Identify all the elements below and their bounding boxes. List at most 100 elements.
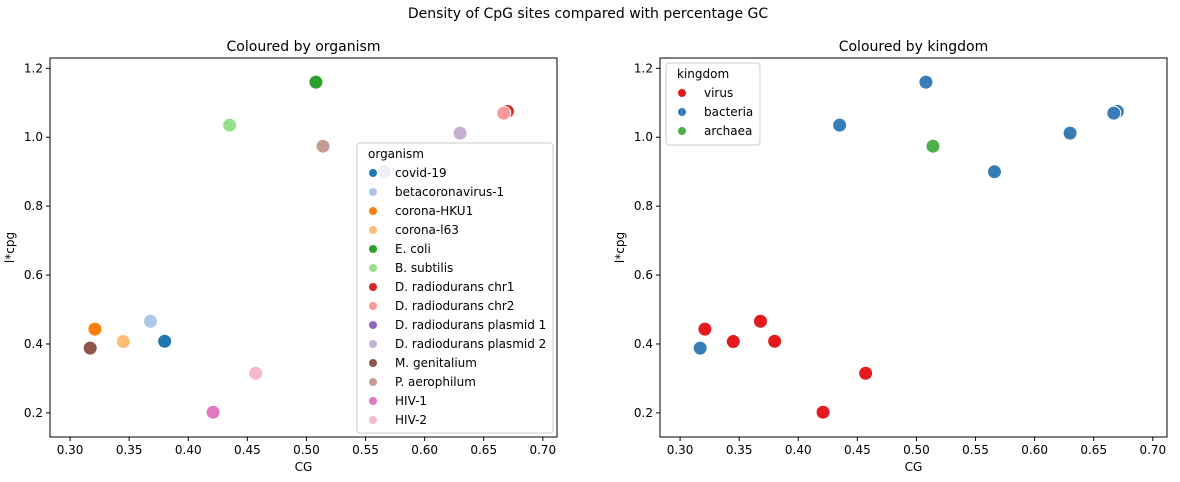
point-virus bbox=[725, 334, 741, 350]
y-axis-label: l*cpg bbox=[3, 232, 17, 263]
legend-marker-bacteria bbox=[678, 108, 686, 116]
panel-title: Coloured by organism bbox=[227, 39, 381, 55]
point-archaea bbox=[925, 138, 941, 154]
x-tick-label: 0.55 bbox=[962, 443, 989, 457]
y-tick-label: 1.2 bbox=[24, 61, 43, 75]
y-tick-label: 0.6 bbox=[24, 268, 43, 282]
legend-box bbox=[356, 142, 554, 434]
x-tick-label: 0.65 bbox=[470, 443, 497, 457]
point-bacteria bbox=[918, 74, 934, 90]
point-b-subtilis bbox=[222, 117, 238, 133]
point-p-aerophilum bbox=[315, 138, 331, 154]
legend-label: HIV-2 bbox=[395, 413, 427, 427]
point-bacteria bbox=[692, 340, 708, 356]
legend: kingdom virus bacteria archaea bbox=[665, 62, 761, 146]
x-tick-label: 0.30 bbox=[667, 443, 694, 457]
x-axis-label: CG bbox=[295, 460, 313, 474]
y-tick-label: 0.4 bbox=[24, 337, 43, 351]
point-corona-l63 bbox=[115, 334, 131, 350]
point-covid-19 bbox=[157, 333, 173, 349]
legend-marker-m-genitalium bbox=[369, 359, 377, 367]
x-tick-label: 0.35 bbox=[116, 443, 143, 457]
point-hiv-2 bbox=[248, 365, 264, 381]
point-corona-hku1 bbox=[87, 321, 103, 337]
x-tick-label: 0.50 bbox=[293, 443, 320, 457]
point-betacoronavirus-1 bbox=[142, 313, 158, 329]
legend-label: virus bbox=[704, 86, 733, 100]
x-tick-label: 0.45 bbox=[234, 443, 261, 457]
point-virus bbox=[767, 333, 783, 349]
legend-marker-covid-19 bbox=[369, 169, 377, 177]
y-tick-label: 0.6 bbox=[634, 268, 653, 282]
legend-marker-e-coli bbox=[369, 245, 377, 253]
x-tick-label: 0.30 bbox=[57, 443, 84, 457]
axes-frame bbox=[659, 57, 1168, 438]
y-tick-label: 0.2 bbox=[634, 406, 653, 420]
point-e-coli bbox=[308, 74, 324, 90]
legend-title: kingdom bbox=[677, 67, 729, 81]
point-hiv-1 bbox=[205, 404, 221, 420]
x-tick-label: 0.55 bbox=[352, 443, 379, 457]
legend-box bbox=[665, 62, 761, 146]
legend-marker-hiv-2 bbox=[369, 416, 377, 424]
legend-label: P. aerophilum bbox=[395, 375, 476, 389]
legend-marker-corona-l63 bbox=[369, 226, 377, 234]
legend-marker-corona-hku1 bbox=[369, 207, 377, 215]
x-tick-label: 0.40 bbox=[785, 443, 812, 457]
legend-title: organism bbox=[368, 147, 424, 161]
point-d-radiodurans-chr2 bbox=[496, 105, 512, 121]
x-tick-label: 0.60 bbox=[1021, 443, 1048, 457]
point-d-radiodurans-plasmid-2 bbox=[452, 125, 468, 141]
x-axis-label: CG bbox=[905, 460, 923, 474]
x-tick-label: 0.70 bbox=[529, 443, 556, 457]
panel-coloured-by-kingdom: Coloured by kingdom 0.30 0.35 0.40 0.45 0.50 0… bbox=[613, 39, 1168, 474]
legend-label: archaea bbox=[704, 124, 752, 138]
legend-label: HIV-1 bbox=[395, 394, 427, 408]
y-tick-label: 0.8 bbox=[24, 199, 43, 213]
x-tick-label: 0.35 bbox=[726, 443, 753, 457]
legend-marker-b-subtilis bbox=[369, 264, 377, 272]
legend-marker-archaea bbox=[678, 127, 686, 135]
legend-marker-betacoronavirus-1 bbox=[369, 188, 377, 196]
legend-label: B. subtilis bbox=[395, 261, 453, 275]
x-tick-label: 0.40 bbox=[175, 443, 202, 457]
panel-coloured-by-organism: Coloured by organism 0.30 0.35 0.40 0.45 0.50… bbox=[3, 39, 558, 474]
point-virus bbox=[697, 321, 713, 337]
legend-marker-d-radiodurans-plasmid-2 bbox=[369, 340, 377, 348]
legend-label: M. genitalium bbox=[395, 356, 477, 370]
point-bacteria bbox=[1106, 105, 1122, 121]
legend-marker-d-radiodurans-chr1 bbox=[369, 283, 377, 291]
point-virus bbox=[858, 365, 874, 381]
x-tick-label: 0.70 bbox=[1139, 443, 1166, 457]
legend-marker-p-aerophilum bbox=[369, 378, 377, 386]
y-tick-label: 0.2 bbox=[24, 406, 43, 420]
y-tick-label: 0.8 bbox=[634, 199, 653, 213]
y-axis-label: l*cpg bbox=[613, 232, 627, 263]
legend-marker-d-radiodurans-chr2 bbox=[369, 302, 377, 310]
point-virus bbox=[815, 404, 831, 420]
point-virus bbox=[752, 313, 768, 329]
legend-label: betacoronavirus-1 bbox=[395, 185, 504, 199]
legend-label: corona-HKU1 bbox=[395, 204, 473, 218]
point-m-genitalium bbox=[82, 340, 98, 356]
y-tick-label: 1.2 bbox=[634, 61, 653, 75]
x-tick-label: 0.65 bbox=[1080, 443, 1107, 457]
legend-label: corona-l63 bbox=[395, 223, 459, 237]
figure-suptitle: Density of CpG sites compared with perce… bbox=[408, 6, 769, 22]
legend-marker-d-radiodurans-plasmid-1 bbox=[369, 321, 377, 329]
point-bacteria bbox=[986, 164, 1002, 180]
x-tick-label: 0.45 bbox=[844, 443, 871, 457]
legend-label: covid-19 bbox=[395, 166, 447, 180]
x-tick-label: 0.60 bbox=[411, 443, 438, 457]
y-tick-label: 0.4 bbox=[634, 337, 653, 351]
legend-label: D. radiodurans chr1 bbox=[395, 280, 514, 294]
legend-marker-virus bbox=[678, 89, 686, 97]
y-tick-label: 1.0 bbox=[634, 130, 653, 144]
x-tick-label: 0.50 bbox=[903, 443, 930, 457]
legend: organism covid-19 betacoronavirus-1 corona-… bbox=[356, 142, 554, 434]
point-bacteria bbox=[1062, 125, 1078, 141]
legend-label: D. radiodurans chr2 bbox=[395, 299, 514, 313]
panel-title: Coloured by kingdom bbox=[839, 39, 989, 55]
y-tick-label: 1.0 bbox=[24, 130, 43, 144]
